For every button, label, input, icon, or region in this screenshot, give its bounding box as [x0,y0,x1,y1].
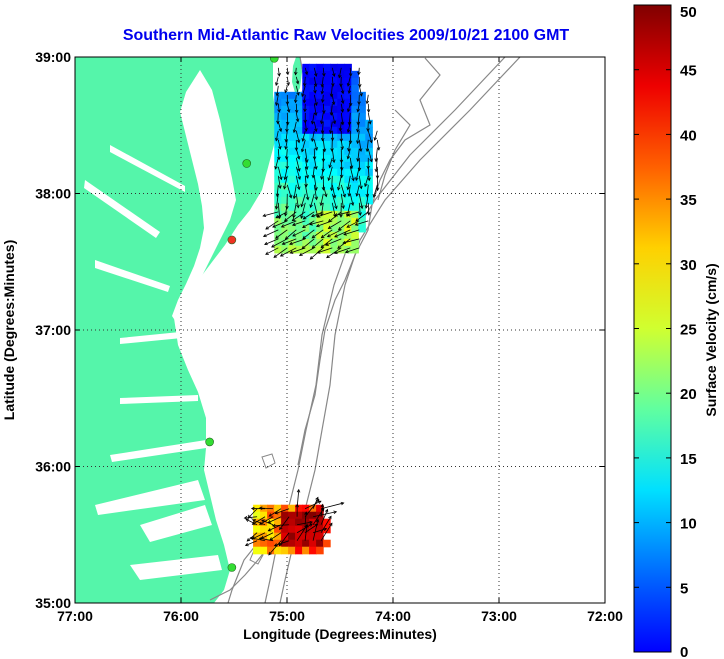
colorbar-tick-label: 50 [680,4,697,21]
y-tick-label: 39:00 [35,49,71,65]
x-tick-label: 73:00 [481,608,517,624]
radar-stations [205,57,279,572]
colorbar-label: Surface Velocity (cm/s) [703,263,719,416]
y-axis-label: Latitude (Degrees:Minutes) [1,240,17,420]
x-tick-label: 72:00 [587,608,623,624]
velocity-fields [243,63,381,556]
colorbar-tick-label: 40 [680,127,697,144]
colorbar [633,4,672,653]
colorbar-tick-label: 35 [680,192,697,209]
station-marker [269,57,279,63]
station-marker [205,437,214,447]
colorbar-tick-label: 0 [680,644,688,659]
colorbar-tick-label: 45 [680,63,697,80]
x-axis-ticks: 77:00 76:00 75:00 74:00 73:00 72:00 [57,57,623,624]
y-tick-label: 37:00 [35,322,71,338]
colorbar-tick-label: 10 [680,516,697,533]
colorbar-ticks: 0 5 10 15 20 25 30 35 40 45 50 [634,4,697,659]
station-marker [227,235,237,245]
y-tick-label: 38:00 [35,186,71,202]
chart-title: Southern Mid-Atlantic Raw Velocities 200… [123,27,570,44]
x-tick-label: 74:00 [375,608,411,624]
y-tick-label: 36:00 [35,459,71,475]
x-tick-label: 77:00 [57,608,93,624]
y-axis-ticks: 35:00 36:00 37:00 38:00 39:00 [35,49,605,611]
colorbar-tick-label: 20 [680,386,697,403]
x-axis-label: Longitude (Degrees:Minutes) [243,626,437,642]
x-tick-label: 76:00 [163,608,199,624]
colorbar-tick-label: 30 [680,257,697,274]
station-marker [242,159,252,168]
colorbar-tick-label: 5 [680,580,688,597]
x-tick-label: 75:00 [269,608,305,624]
station-marker [227,563,237,572]
colorbar-tick-label: 15 [680,451,697,468]
velocity-field-north [262,63,381,260]
colorbar-tick-label: 25 [680,322,697,339]
velocity-field-south [243,488,345,556]
y-tick-label: 35:00 [35,595,71,611]
